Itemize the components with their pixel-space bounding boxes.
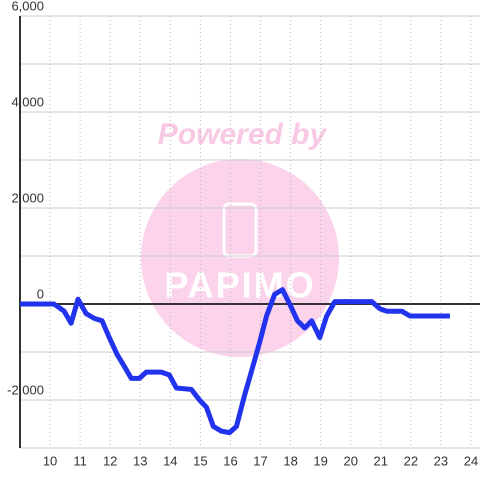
watermark-logo: PAPIMO xyxy=(164,265,315,306)
y-tick-label: 2,000 xyxy=(11,190,44,205)
x-tick-label: 20 xyxy=(343,453,357,468)
x-tick-label: 19 xyxy=(313,453,327,468)
x-tick-label: 16 xyxy=(223,453,237,468)
x-tick-label: 11 xyxy=(73,453,87,468)
x-tick-label: 12 xyxy=(103,453,117,468)
x-tick-label: 18 xyxy=(283,453,297,468)
x-tick-label: 15 xyxy=(193,453,207,468)
x-tick-label: 22 xyxy=(404,453,418,468)
x-tick-label: 23 xyxy=(434,453,448,468)
watermark-text: Powered by xyxy=(158,118,328,151)
x-tick-label: 24 xyxy=(464,453,478,468)
x-tick-label: 21 xyxy=(374,453,388,468)
y-tick-label: 6,000 xyxy=(11,0,44,13)
data-line xyxy=(20,287,450,436)
y-tick-label: 4,000 xyxy=(11,94,44,109)
y-tick-label: 0 xyxy=(37,286,44,301)
x-tick-label: 14 xyxy=(163,453,177,468)
y-tick-label: -2,000 xyxy=(7,382,44,397)
x-tick-label: 10 xyxy=(43,453,57,468)
x-tick-label: 13 xyxy=(133,453,147,468)
x-tick-label: 17 xyxy=(253,453,267,468)
